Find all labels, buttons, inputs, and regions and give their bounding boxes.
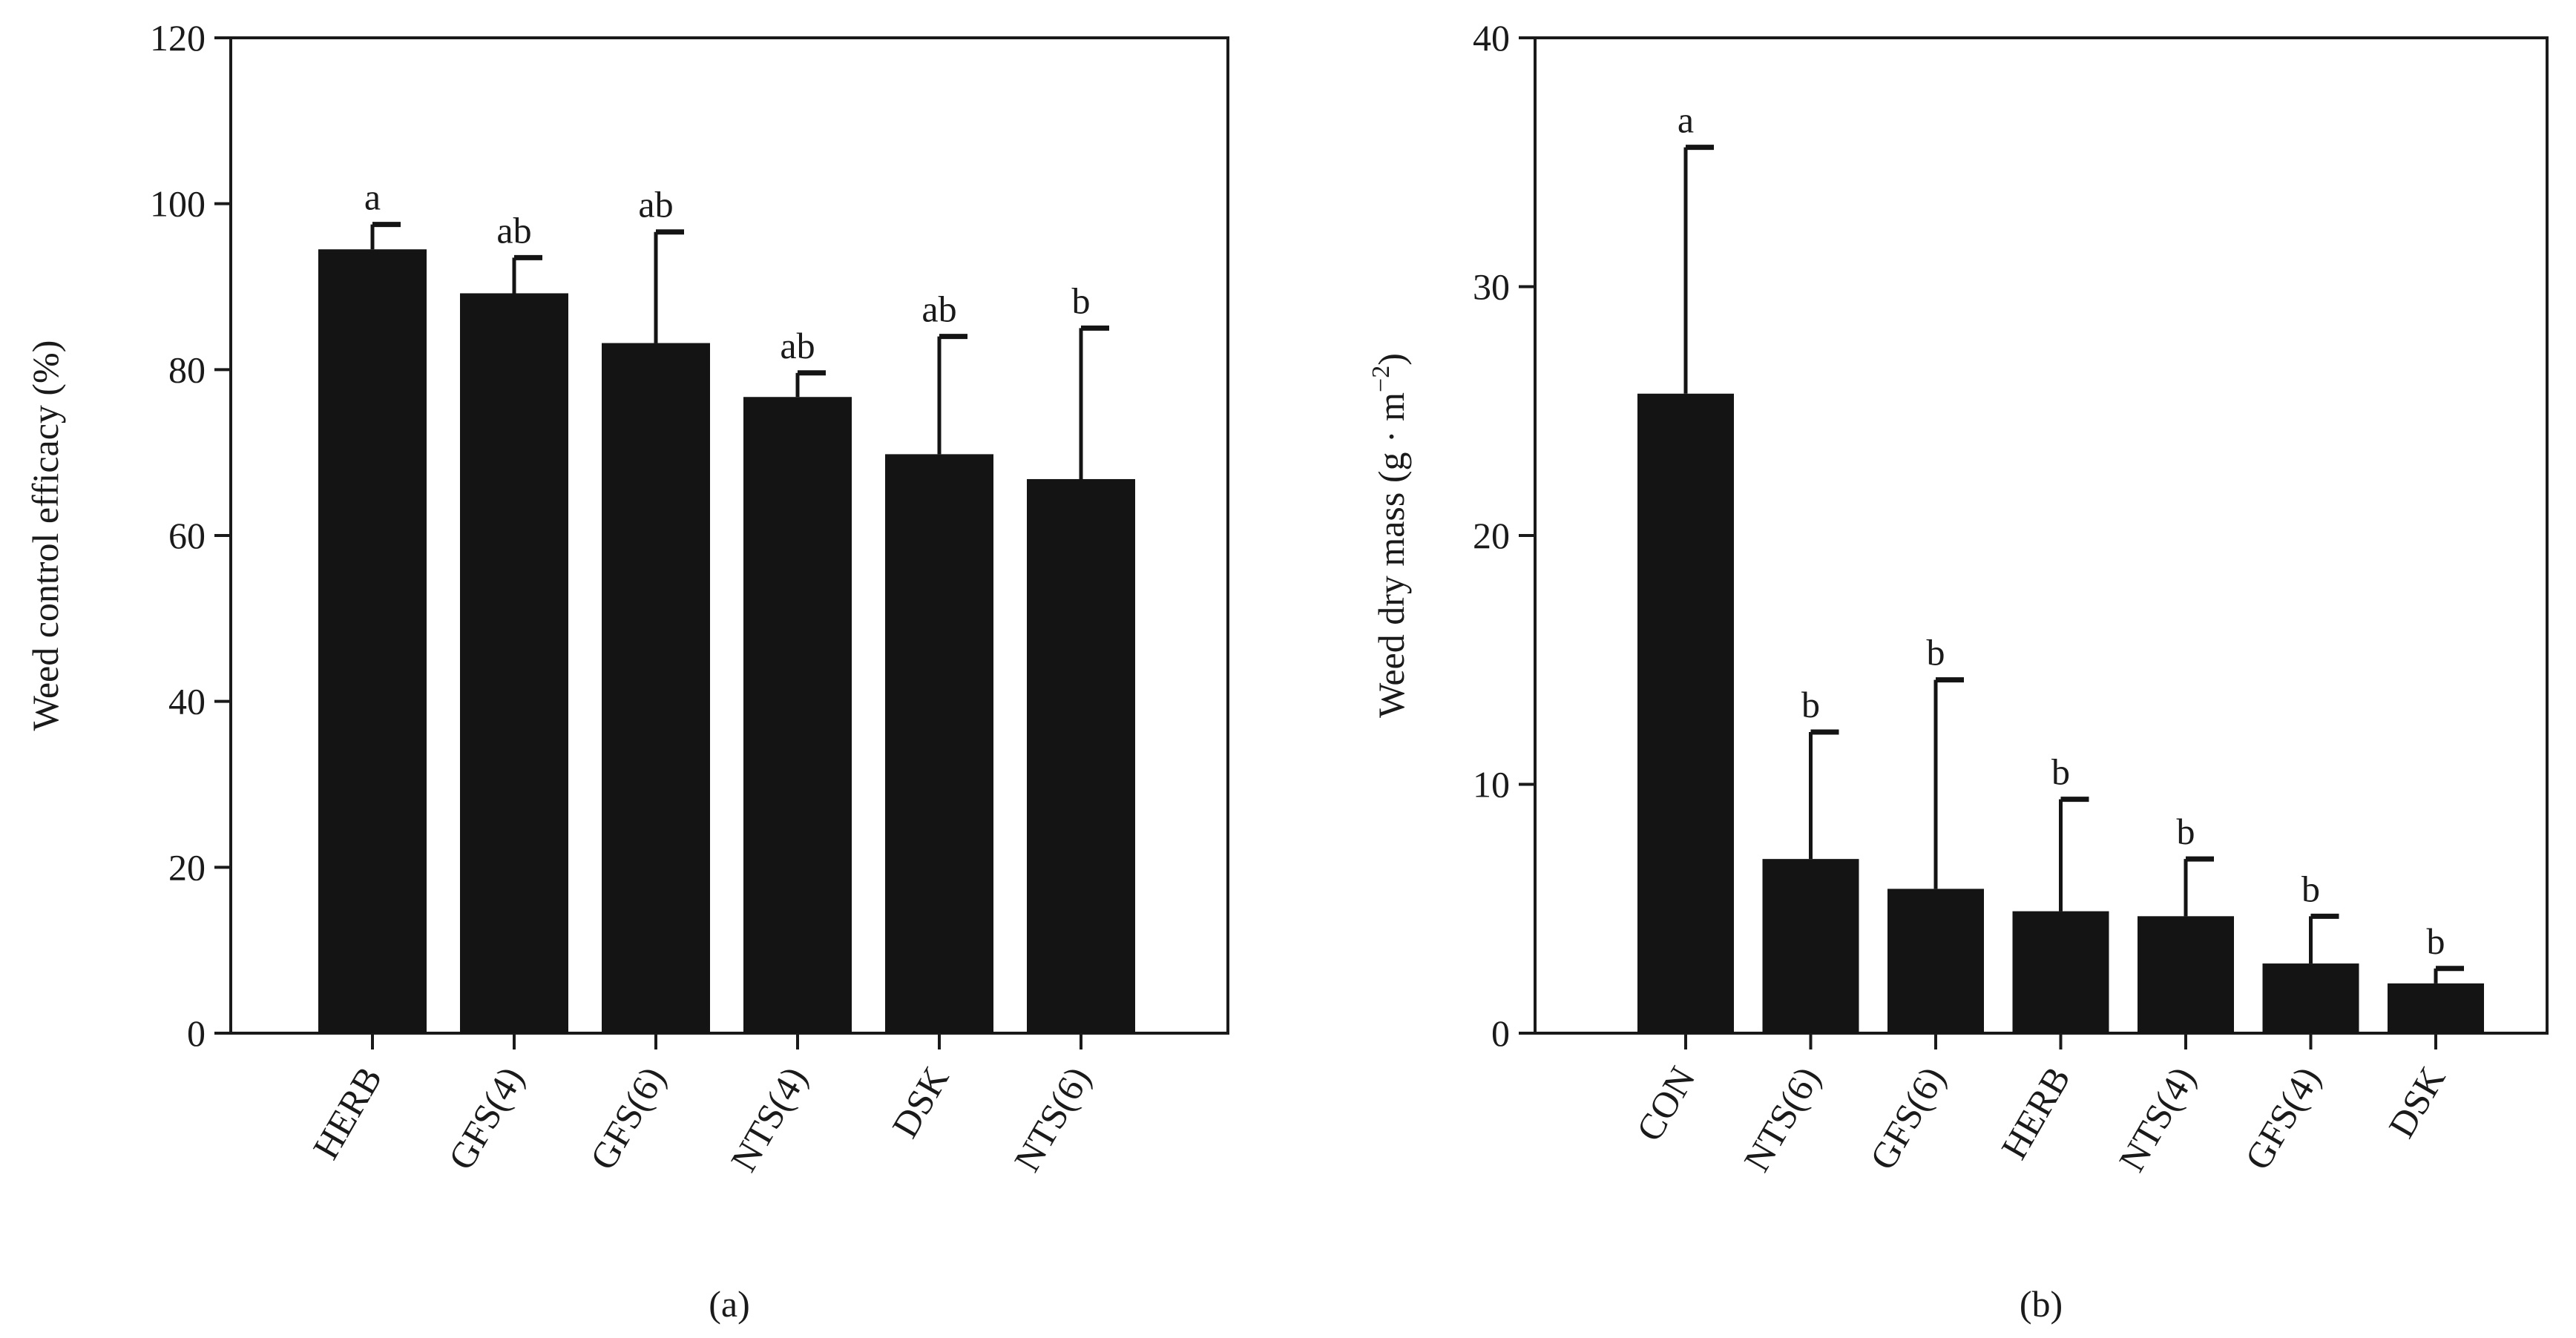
a-significance-letter-2: ab (638, 184, 673, 225)
a-y-tick-label-80: 80 (168, 349, 206, 390)
a-y-tick-label-0: 0 (187, 1012, 206, 1054)
a-category-label-4: DSK (884, 1060, 957, 1145)
a-category-label-5: NTS(6) (1006, 1060, 1099, 1179)
b-significance-letter-6: b (2427, 920, 2445, 962)
a-significance-letter-5: b (1072, 280, 1091, 321)
b-significance-letter-1: b (1801, 684, 1820, 725)
b-significance-letter-5: b (2301, 868, 2320, 909)
b-category-label-0: CON (1628, 1060, 1703, 1148)
a-y-tick-label-60: 60 (168, 515, 206, 556)
a-significance-letter-4: ab (921, 289, 956, 330)
b-bar-2 (1887, 889, 1984, 1033)
b-category-label-1: NTS(6) (1735, 1060, 1828, 1179)
a-bar-0 (318, 249, 427, 1033)
panel-b-y-axis: 0 10 20 30 40 (1473, 17, 1535, 1054)
b-category-label-4: NTS(4) (2111, 1060, 2204, 1179)
b-y-tick-label-20: 20 (1473, 515, 1510, 556)
b-significance-letter-2: b (1927, 632, 1945, 673)
b-y-tick-label-0: 0 (1491, 1012, 1510, 1054)
a-category-label-0: HERB (304, 1060, 390, 1166)
a-bar-1 (460, 293, 568, 1033)
panel-b-weed-dry-mass: 0 10 20 30 40 a b b b b b b CON NTS(6) GFS(6) HERB NTS… (1367, 17, 2549, 1325)
b-category-label-2: GFS(6) (1862, 1060, 1954, 1177)
panel-b-label: (b) (2020, 1283, 2063, 1325)
b-significance-letter-4: b (2177, 811, 2195, 852)
b-bar-3 (2012, 911, 2109, 1033)
a-category-label-2: GFS(6) (582, 1060, 674, 1177)
panel-a-weed-control-efficacy: 0 20 40 60 80 100 120 a ab ab ab ab b HERB GFS(4) GFS… (24, 17, 1229, 1325)
a-bar-3 (743, 397, 852, 1033)
b-category-label-6: DSK (2380, 1060, 2454, 1145)
panel-a-y-axis: 0 20 40 60 80 100 120 (150, 17, 231, 1054)
a-significance-letter-3: ab (780, 325, 815, 366)
b-bar-4 (2138, 916, 2234, 1033)
panel-b-y-axis-title-superscript: −2 (1367, 366, 1395, 392)
b-bar-0 (1637, 393, 1734, 1033)
b-y-tick-label-10: 10 (1473, 764, 1510, 805)
b-category-label-3: HERB (1993, 1060, 2078, 1166)
a-y-tick-label-120: 120 (150, 17, 206, 59)
panel-b-y-axis-title-main: Weed dry mass (g · m (1370, 392, 1412, 718)
a-bar-5 (1027, 478, 1135, 1033)
a-significance-letter-0: a (364, 177, 381, 218)
panel-a-label: (a) (709, 1283, 750, 1325)
panel-b-y-axis-title: Weed dry mass (g · m−2) (1367, 353, 1412, 718)
a-bar-4 (885, 454, 993, 1033)
b-significance-letter-3: b (2051, 751, 2070, 793)
panel-b-x-axis: CON NTS(6) GFS(6) HERB NTS(4) GFS(4) DSK (1628, 1033, 2454, 1179)
panel-a-y-axis-title: Weed control efficacy (%) (24, 340, 66, 731)
a-y-tick-label-100: 100 (150, 183, 206, 225)
a-bar-2 (602, 343, 710, 1034)
a-category-label-1: GFS(4) (440, 1060, 532, 1177)
a-significance-letter-1: ab (496, 209, 531, 251)
b-y-tick-label-30: 30 (1473, 266, 1510, 308)
a-y-tick-label-40: 40 (168, 681, 206, 722)
panel-b-bars: a b b b b b b (1637, 99, 2484, 1033)
b-significance-letter-0: a (1678, 99, 1694, 141)
b-y-tick-label-40: 40 (1473, 17, 1510, 59)
a-category-label-3: NTS(4) (723, 1060, 815, 1179)
panel-a-bars: a ab ab ab ab b (318, 177, 1135, 1034)
a-y-tick-label-20: 20 (168, 846, 206, 888)
panel-a-x-axis: HERB GFS(4) GFS(6) NTS(4) DSK NTS(6) (304, 1033, 1099, 1179)
panel-b-y-axis-title-end: ) (1370, 353, 1412, 366)
b-category-label-5: GFS(4) (2237, 1060, 2329, 1177)
b-bar-5 (2262, 963, 2359, 1033)
b-bar-6 (2388, 983, 2484, 1033)
b-bar-1 (1762, 859, 1859, 1033)
